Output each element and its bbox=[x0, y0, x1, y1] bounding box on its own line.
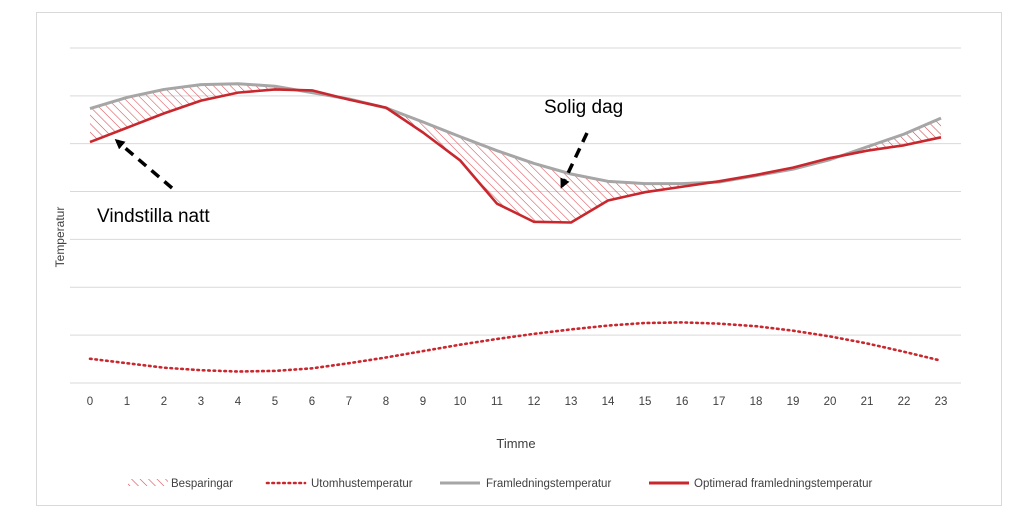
x-axis-label: Timme bbox=[496, 436, 535, 451]
x-tick-label: 13 bbox=[565, 396, 578, 408]
legend-label-optimerad: Optimerad framledningstemperatur bbox=[694, 478, 872, 490]
series-line-optimerad bbox=[89, 88, 942, 224]
x-tick-label: 19 bbox=[787, 396, 800, 408]
x-tick-label: 6 bbox=[309, 396, 315, 408]
series-line-framledningstemperatur bbox=[89, 82, 942, 186]
annotation-arrow-vindstilla bbox=[114, 139, 174, 190]
x-tick-label: 2 bbox=[161, 396, 167, 408]
y-axis-label: Temperatur bbox=[53, 207, 67, 268]
x-tick-label: 23 bbox=[935, 396, 948, 408]
legend-swatch-besparingar bbox=[128, 479, 168, 486]
x-tick-label: 15 bbox=[639, 396, 652, 408]
x-tick-label: 21 bbox=[861, 396, 874, 408]
legend-item-besparingar: Besparingar bbox=[128, 478, 233, 490]
grid-lines bbox=[70, 47, 961, 384]
legend-item-utomhustemperatur: Utomhustemperatur bbox=[265, 478, 413, 490]
annotations: Vindstilla natt Solig dag bbox=[97, 97, 623, 227]
legend-label-utomhustemperatur: Utomhustemperatur bbox=[311, 478, 413, 490]
savings-area bbox=[90, 83, 941, 223]
x-tick-label: 22 bbox=[898, 396, 911, 408]
x-tick-label: 17 bbox=[713, 396, 726, 408]
annotation-arrow-solig-dag bbox=[560, 132, 589, 189]
series-lines bbox=[88, 82, 943, 373]
legend-label-framledningstemperatur: Framledningstemperatur bbox=[486, 478, 611, 490]
x-tick-label: 1 bbox=[124, 396, 130, 408]
x-tick-label: 11 bbox=[491, 396, 503, 408]
x-tick-label: 8 bbox=[383, 396, 389, 408]
x-tick-label: 7 bbox=[346, 396, 352, 408]
legend: Besparingar Utomhustemperatur Framlednin… bbox=[128, 478, 872, 490]
x-tick-label: 16 bbox=[676, 396, 689, 408]
legend-item-framledningstemperatur: Framledningstemperatur bbox=[440, 478, 611, 490]
x-tick-label: 14 bbox=[602, 396, 615, 408]
legend-label-besparingar: Besparingar bbox=[171, 478, 233, 490]
legend-item-optimerad: Optimerad framledningstemperatur bbox=[649, 478, 872, 490]
x-tick-label: 3 bbox=[198, 396, 204, 408]
x-tick-label: 20 bbox=[824, 396, 837, 408]
annotation-solig-dag: Solig dag bbox=[544, 97, 623, 118]
savings-area-path bbox=[90, 83, 941, 223]
x-tick-label: 5 bbox=[272, 396, 278, 408]
x-tick-label: 9 bbox=[420, 396, 426, 408]
x-tick-label: 12 bbox=[528, 396, 541, 408]
x-tick-label: 10 bbox=[454, 396, 467, 408]
x-tick-label: 0 bbox=[87, 396, 93, 408]
series-line-utomhustemperatur bbox=[88, 321, 943, 373]
x-tick-label: 4 bbox=[235, 396, 242, 408]
x-tick-label: 18 bbox=[750, 396, 763, 408]
annotation-vindstilla-natt: Vindstilla natt bbox=[97, 206, 210, 227]
x-tick-labels: 0 1 2 3 4 5 6 7 8 9 10 11 12 13 14 15 16 17 18 19 20 21 22 23 bbox=[87, 396, 948, 408]
chart-frame bbox=[36, 12, 1002, 506]
